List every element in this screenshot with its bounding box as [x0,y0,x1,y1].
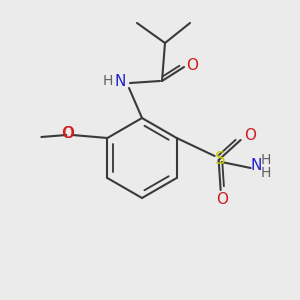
Text: H: H [103,74,113,88]
Text: N: N [251,158,262,173]
Text: O: O [62,127,74,142]
Text: O: O [186,58,198,73]
Text: S: S [214,150,225,168]
Text: O: O [216,191,228,206]
Text: O: O [61,125,74,140]
Text: H: H [260,166,271,180]
Text: N: N [114,74,126,88]
Text: H: H [260,153,271,167]
Text: O: O [244,128,256,143]
